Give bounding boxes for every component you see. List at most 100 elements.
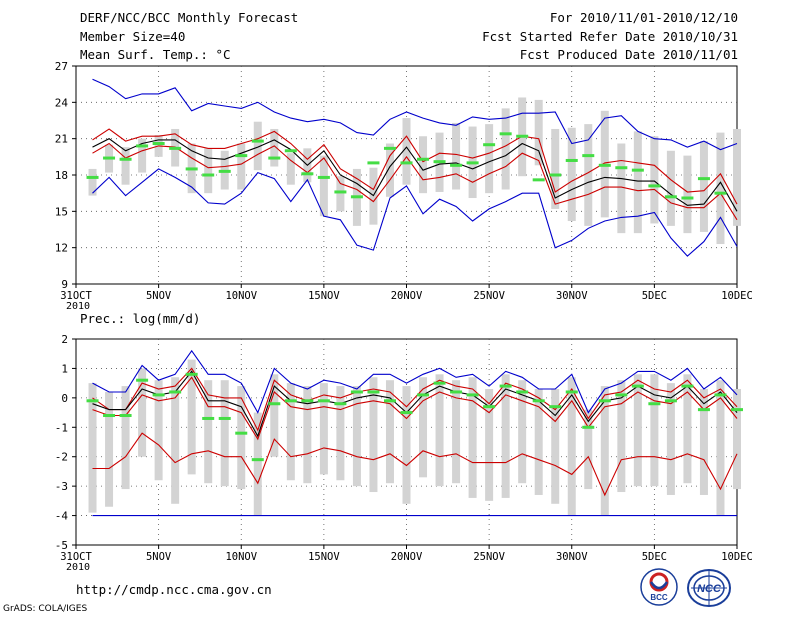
temp-x-tick-label: 20NOV: [391, 290, 423, 302]
prec-obs-marker: [251, 458, 264, 462]
temp-spread-bar: [452, 122, 461, 190]
temp-obs-marker: [714, 191, 727, 195]
temp-obs-marker: [284, 149, 297, 153]
temp-obs-marker: [383, 146, 396, 150]
temp-spread-bar: [121, 147, 130, 185]
temp-obs-marker: [334, 190, 347, 194]
prec-y-tick-label: 1: [61, 362, 68, 375]
temp-obs-marker: [450, 163, 463, 167]
temp-obs-marker: [598, 163, 611, 167]
bcc-logo-icon: BCC: [640, 568, 678, 606]
prec-spread-bar: [385, 380, 394, 484]
prec-obs-marker: [598, 399, 611, 403]
prec-obs-marker: [301, 399, 314, 403]
temp-obs-marker: [185, 167, 198, 171]
temp-upper-line: [92, 128, 738, 205]
prec-spread-bar: [138, 368, 147, 457]
prec-obs-marker: [169, 390, 182, 394]
temp-spread-bar: [551, 128, 560, 209]
temp-y-tick-label: 15: [55, 205, 68, 218]
temp-spread-bar: [584, 124, 593, 226]
temp-obs-marker: [516, 134, 529, 138]
prec-x-tick-label: 5DEC: [642, 551, 667, 563]
temp-max-line: [92, 78, 738, 151]
grads-credit: GrADS: COLA/IGES: [3, 604, 88, 614]
temp-min-line: [92, 168, 738, 257]
prec-x-year-label: 2010: [66, 562, 90, 573]
prec-upper-line: [92, 367, 738, 432]
prec-spread-bar: [452, 380, 461, 484]
temp-obs-marker: [615, 166, 628, 170]
prec-obs-marker: [516, 390, 529, 394]
prec-obs-marker: [681, 384, 694, 388]
prec-spread-bar: [485, 389, 494, 501]
temp-spread-bar: [286, 153, 295, 185]
prec-spread-bar: [716, 380, 725, 516]
temp-obs-marker: [664, 195, 677, 199]
prec-obs-marker: [367, 390, 380, 394]
prec-obs-marker: [731, 408, 743, 412]
prec-x-tick-label: 15NOV: [308, 551, 340, 563]
prec-spread-bar: [286, 383, 295, 481]
prec-spread-bar: [303, 386, 312, 484]
source-url[interactable]: http://cmdp.ncc.cma.gov.cn: [76, 582, 272, 597]
ncc-logo-icon: NCC: [687, 569, 731, 607]
prec-obs-marker: [218, 416, 231, 420]
temp-spread-bar: [501, 108, 510, 190]
prec-obs-marker: [565, 390, 578, 394]
prec-obs-marker: [268, 402, 281, 406]
prec-obs-marker: [466, 393, 479, 397]
member-size-label: Member Size=40: [80, 29, 186, 44]
temp-y-tick-label: 21: [55, 133, 68, 146]
temp-obs-marker: [549, 173, 562, 177]
temp-spread-bar: [617, 143, 626, 234]
prec-x-tick-label: 20NOV: [391, 551, 423, 563]
temp-obs-marker: [268, 156, 281, 160]
bcc-logo-text: BCC: [650, 593, 668, 602]
temp-y-tick-label: 12: [55, 242, 68, 255]
temp-obs-marker: [119, 157, 132, 161]
temp-obs-marker: [235, 154, 248, 158]
temp-spread-bar: [319, 155, 328, 217]
prec-y-tick-label: -3: [55, 480, 68, 493]
temp-obs-marker: [565, 158, 578, 162]
prec-spread-bar: [501, 374, 510, 498]
temp-spread-bar: [567, 127, 576, 222]
prec-y-tick-label: 2: [61, 333, 68, 346]
prec-obs-marker: [235, 431, 248, 435]
temp-spread-bar: [385, 143, 394, 197]
prec-obs-marker: [433, 381, 446, 385]
prec-obs-marker: [284, 399, 297, 403]
prec-obs-marker: [417, 393, 430, 397]
temp-spread-bar: [88, 168, 97, 196]
temp-x-tick-label: 5DEC: [642, 290, 667, 302]
temp-spread-bar: [270, 128, 279, 167]
prec-mean-line: [92, 370, 738, 438]
prec-spread-bar: [237, 386, 246, 490]
temp-spread-bar: [699, 141, 708, 232]
prec-spread-bar: [187, 359, 196, 475]
prec-max-line: [92, 349, 738, 414]
prec-obs-marker: [615, 393, 628, 397]
prec-spread-bar: [402, 386, 411, 504]
prec-spread-bar: [220, 380, 229, 487]
temp-spread-bar: [650, 136, 659, 224]
temp-spread-bar: [419, 136, 428, 194]
prec-x-tick-label: 30NOV: [556, 551, 588, 563]
temp-spread-bar: [633, 131, 642, 234]
temp-obs-marker: [317, 175, 330, 179]
temp-obs-marker: [86, 175, 99, 179]
prec-title: Prec.: log(mm/d): [80, 311, 200, 326]
prec-spread-bar: [650, 374, 659, 487]
temp-mean-line: [92, 138, 738, 212]
prec-spread-bar: [121, 386, 130, 490]
prec-spread-bar: [204, 380, 213, 484]
temp-obs-marker: [499, 132, 512, 136]
prec-spread-bar: [699, 389, 708, 495]
temp-spread-bar: [336, 176, 345, 212]
temp-obs-marker: [103, 156, 116, 160]
temp-obs-marker: [648, 184, 661, 188]
prec-obs-marker: [334, 402, 347, 406]
prec-obs-marker: [136, 378, 149, 382]
temp-obs-marker: [582, 154, 595, 158]
